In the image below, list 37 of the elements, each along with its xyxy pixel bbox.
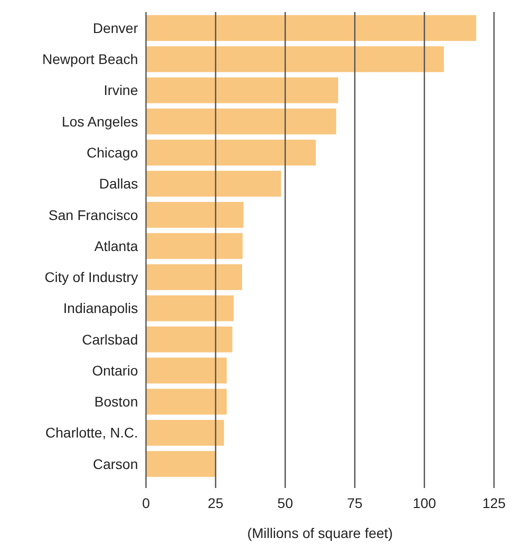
y-tick-label: Indianapolis [63, 300, 138, 316]
bar [146, 420, 224, 446]
y-tick-label: Carson [92, 456, 138, 472]
x-axis-title: (Millions of square feet) [247, 525, 393, 541]
bar [146, 264, 242, 290]
y-tick-label: Carlsbad [82, 331, 138, 348]
y-tick-label: Ontario [92, 362, 138, 378]
bar [146, 170, 282, 197]
x-tick-label: 125 [482, 495, 506, 511]
bar [146, 46, 444, 72]
y-tick-label: Boston [94, 394, 138, 410]
bar [146, 77, 338, 104]
x-tick-label: 75 [347, 495, 363, 511]
x-tick-label: 25 [208, 495, 224, 511]
y-tick-label: Denver [92, 20, 138, 36]
bar [146, 140, 316, 166]
x-tick-label: 100 [412, 495, 436, 511]
y-tick-label: City of Industry [44, 269, 138, 286]
y-tick-label: Irvine [104, 82, 138, 98]
bar [146, 388, 227, 415]
y-tick-label: Dallas [99, 176, 138, 192]
bar [146, 15, 476, 41]
bar [146, 233, 243, 259]
y-tick-label: Atlanta [94, 238, 138, 254]
bar [146, 451, 216, 477]
y-tick-label: Los Angeles [62, 113, 138, 130]
bar [146, 202, 244, 228]
y-tick-label: Charlotte, N.C. [45, 424, 138, 441]
x-tick-label: 50 [277, 495, 294, 511]
bar [146, 358, 227, 384]
bar [146, 295, 234, 322]
bar [146, 108, 336, 134]
y-tick-label: San Francisco [48, 206, 138, 223]
x-tick-label: 0 [142, 495, 150, 511]
y-tick-label: Chicago [86, 144, 138, 160]
bar [146, 326, 232, 352]
y-tick-label: Newport Beach [42, 51, 138, 68]
